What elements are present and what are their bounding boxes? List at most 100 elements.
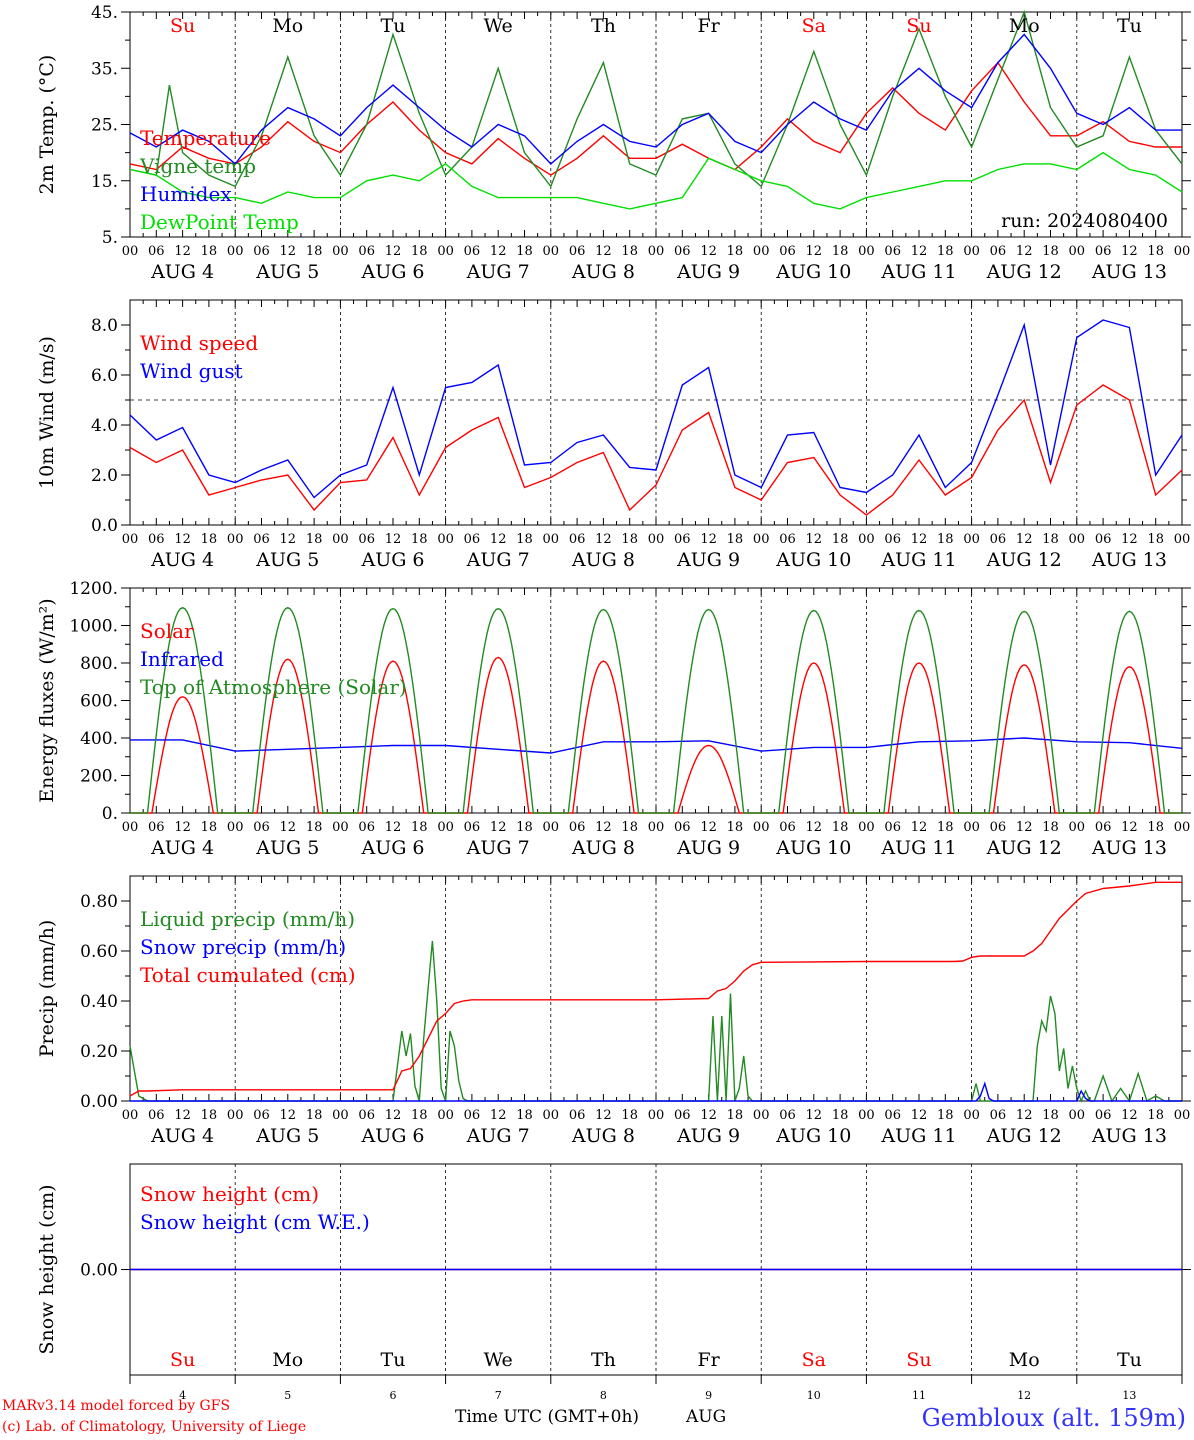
- hour-tick-label: 12: [911, 532, 928, 547]
- legend-entry: Total cumulated (cm): [140, 963, 356, 987]
- hour-tick-label: 12: [280, 1108, 297, 1123]
- day-label: AUG 11: [880, 837, 956, 859]
- hour-tick-label: 18: [1042, 532, 1059, 547]
- legend-entry: Infrared: [140, 647, 224, 671]
- y-tick-label: 45.: [91, 3, 118, 23]
- hour-tick-label: 18: [832, 1108, 849, 1123]
- hour-tick-label: 06: [464, 244, 481, 259]
- hour-tick-label: 06: [569, 532, 586, 547]
- hour-tick-label: 12: [595, 820, 612, 835]
- hour-tick-label: 06: [1095, 1108, 1112, 1123]
- y-tick-label: 35.: [91, 59, 118, 79]
- hour-tick-label: 06: [148, 820, 165, 835]
- hour-tick-label: 06: [464, 820, 481, 835]
- hour-tick-label: 00: [543, 1108, 560, 1123]
- hour-tick-label: 06: [253, 244, 270, 259]
- hour-tick-label: 00: [1174, 532, 1191, 547]
- hour-tick-label: 00: [543, 532, 560, 547]
- legend-entry: Solar: [140, 619, 194, 643]
- hour-tick-label: 00: [1069, 244, 1086, 259]
- hour-tick-label: 12: [595, 1108, 612, 1123]
- hour-tick-label: 12: [806, 244, 823, 259]
- day-number-label: 7: [495, 1389, 502, 1402]
- model-credit: MARv3.14 model forced by GFS: [2, 1398, 231, 1414]
- y-tick-label: 2.0: [91, 466, 118, 486]
- legend-entry: Top of Atmosphere (Solar): [140, 675, 407, 699]
- hour-tick-label: 06: [569, 244, 586, 259]
- hour-tick-label: 00: [227, 820, 244, 835]
- y-tick-label: 0.60: [80, 942, 118, 962]
- day-label: AUG 6: [360, 261, 424, 283]
- hour-tick-label: 00: [437, 820, 454, 835]
- hour-tick-label: 12: [280, 820, 297, 835]
- day-label: AUG 4: [150, 549, 214, 571]
- hour-tick-label: 06: [358, 820, 375, 835]
- day-label: AUG 8: [571, 261, 635, 283]
- weekday-label: We: [484, 1349, 513, 1371]
- weekday-label: Sa: [802, 1349, 826, 1371]
- hour-tick-label: 12: [385, 532, 402, 547]
- hour-tick-label: 00: [648, 244, 665, 259]
- day-number-label: 9: [705, 1389, 712, 1402]
- hour-tick-label: 12: [595, 244, 612, 259]
- series-line-dewpoint-temp: [129, 151, 1183, 210]
- hour-tick-label: 18: [832, 244, 849, 259]
- hour-tick-label: 18: [937, 1108, 954, 1123]
- hour-tick-label: 00: [753, 532, 770, 547]
- day-label: AUG 6: [360, 1125, 424, 1147]
- x-axis-title: Time UTC (GMT+0h): [455, 1407, 640, 1427]
- hour-tick-label: 00: [1069, 1108, 1086, 1123]
- weekday-label: Su: [906, 15, 931, 37]
- day-label: AUG 12: [986, 261, 1062, 283]
- legend-entry: Wind gust: [140, 359, 243, 383]
- hour-tick-label: 18: [621, 244, 638, 259]
- day-label: AUG 13: [1091, 261, 1167, 283]
- weekday-label: Fr: [697, 15, 720, 37]
- hour-tick-label: 12: [385, 820, 402, 835]
- hour-tick-label: 12: [700, 1108, 717, 1123]
- hour-tick-label: 18: [201, 820, 218, 835]
- series-line-wind-speed: [129, 384, 1183, 516]
- y-tick-label: 4.0: [91, 416, 118, 436]
- y-tick-label: 0.: [102, 804, 118, 824]
- weekday-label: Su: [906, 1349, 931, 1371]
- weekday-label: Su: [170, 15, 195, 37]
- day-label: AUG 7: [466, 549, 530, 571]
- hour-tick-label: 18: [516, 532, 533, 547]
- hour-tick-label: 18: [516, 244, 533, 259]
- hour-tick-label: 06: [253, 1108, 270, 1123]
- y-tick-label: 0.20: [80, 1042, 118, 1062]
- hour-tick-label: 12: [700, 820, 717, 835]
- hour-tick-label: 00: [963, 244, 980, 259]
- hour-tick-label: 18: [516, 820, 533, 835]
- hour-tick-label: 06: [779, 244, 796, 259]
- hour-tick-label: 12: [700, 244, 717, 259]
- hour-tick-label: 00: [332, 1108, 349, 1123]
- hour-tick-label: 18: [727, 244, 744, 259]
- hour-tick-label: 00: [437, 244, 454, 259]
- hour-tick-label: 18: [621, 1108, 638, 1123]
- hour-tick-label: 06: [779, 820, 796, 835]
- day-label: AUG 6: [360, 837, 424, 859]
- hour-tick-label: 12: [174, 1108, 191, 1123]
- day-label: AUG 12: [986, 549, 1062, 571]
- series-line-top-of-atmosphere-solar-: [130, 606, 1182, 814]
- hour-tick-label: 00: [648, 820, 665, 835]
- hour-tick-label: 00: [437, 1108, 454, 1123]
- legend-entry: Humidex: [140, 182, 232, 206]
- hour-tick-label: 12: [1016, 820, 1033, 835]
- hour-tick-label: 12: [806, 532, 823, 547]
- day-label: AUG 7: [466, 837, 530, 859]
- y-axis-label: Snow height (cm): [36, 1184, 58, 1354]
- hour-tick-label: 18: [1042, 244, 1059, 259]
- hour-tick-label: 06: [779, 1108, 796, 1123]
- hour-tick-label: 18: [306, 1108, 323, 1123]
- hour-tick-label: 00: [122, 244, 139, 259]
- hour-tick-label: 18: [201, 532, 218, 547]
- y-axis-label: Precip (mm/h): [36, 920, 58, 1058]
- hour-tick-label: 00: [1174, 1108, 1191, 1123]
- legend-entry: Wind speed: [140, 331, 258, 355]
- hour-tick-label: 00: [437, 532, 454, 547]
- hour-tick-label: 18: [1147, 244, 1164, 259]
